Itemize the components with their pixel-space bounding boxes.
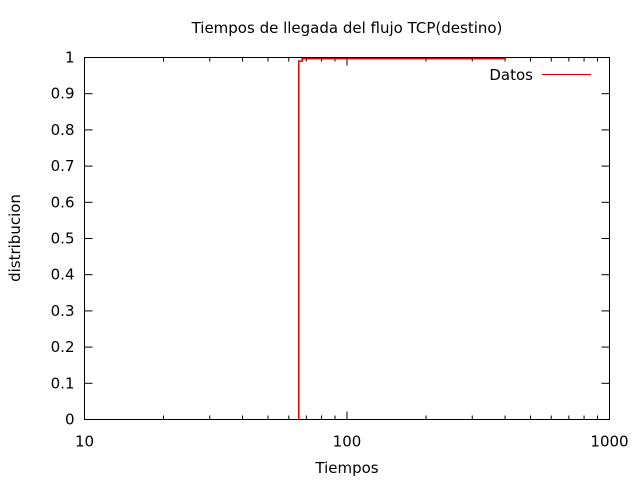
y-tick-label: 0.7	[51, 157, 75, 175]
chart-title: Tiempos de llegada del flujo TCP(destino…	[191, 19, 503, 37]
legend-label: Datos	[489, 66, 533, 84]
y-tick-label: 0.1	[51, 374, 75, 392]
y-tick-label: 0.6	[51, 193, 75, 211]
y-tick-label: 0.8	[51, 121, 75, 139]
x-tick-label: 100	[333, 433, 362, 451]
plot-frame	[84, 57, 610, 420]
legend: Datos	[489, 66, 591, 84]
y-tick-label: 0.4	[51, 266, 75, 284]
y-tick-label: 0.2	[51, 338, 75, 356]
y-tick-label: 1	[65, 49, 75, 67]
series-layer	[298, 57, 506, 420]
x-axis-ticks: 10 100 1000	[75, 57, 629, 451]
y-tick-label: 0	[65, 411, 75, 429]
y-axis-ticks: 0 0.1 0.2 0.3 0.4 0.5 0.6 0.7 0.8 0.9 1	[51, 49, 610, 429]
y-tick-label: 0.5	[51, 230, 75, 248]
y-axis-label: distribucion	[6, 194, 24, 282]
x-axis-label: Tiempos	[314, 459, 378, 477]
y-tick-label: 0.9	[51, 85, 75, 103]
x-tick-label: 1000	[590, 433, 628, 451]
x-tick-label: 10	[75, 433, 94, 451]
y-tick-label: 0.3	[51, 302, 75, 320]
series-line-datos	[298, 57, 506, 420]
